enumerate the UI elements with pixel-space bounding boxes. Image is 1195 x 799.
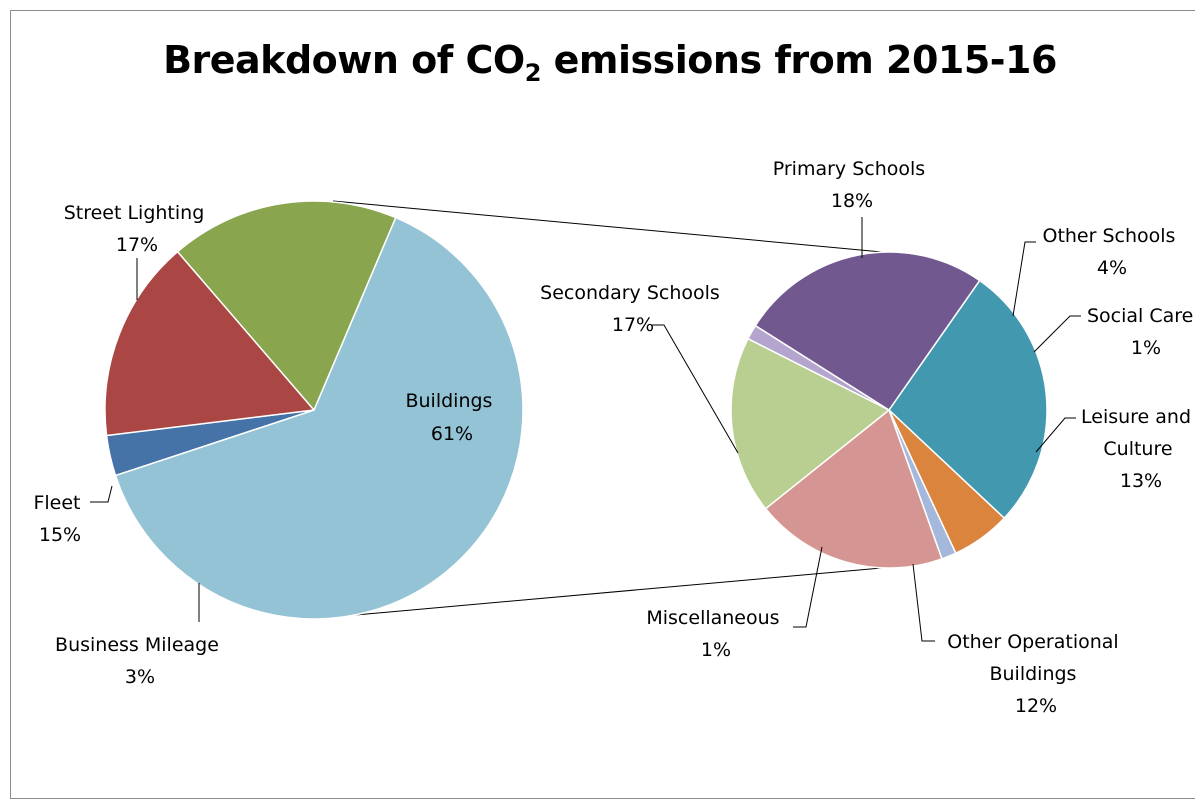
label-business-mileage-name: Business Mileage bbox=[55, 634, 219, 656]
label-other-operational-pct: 12% bbox=[1015, 695, 1057, 717]
label-business-mileage-pct: 3% bbox=[125, 666, 155, 688]
label-secondary-schools-pct: 17% bbox=[612, 314, 654, 336]
slice-other-operational-buildings bbox=[730, 337, 890, 510]
main-pie bbox=[104, 200, 524, 620]
slice-street-lighting bbox=[176, 200, 397, 411]
slice-leisure-and-culture bbox=[764, 409, 943, 569]
connector-line-top bbox=[332, 200, 905, 255]
label-street-lighting: Street Lighting 17% bbox=[64, 202, 211, 256]
label-primary-schools-pct: 18% bbox=[831, 190, 873, 212]
label-miscellaneous: Miscellaneous 1% bbox=[646, 607, 785, 661]
label-social-care-pct: 1% bbox=[1131, 337, 1161, 359]
label-leisure-culture-rest: Culture 13% bbox=[1103, 438, 1178, 492]
label-other-operational: Other Operational Buildings 12% bbox=[947, 631, 1125, 717]
label-leisure-culture: Leisure and bbox=[1081, 406, 1191, 428]
label-leisure-culture-line1: Leisure and bbox=[1081, 406, 1191, 428]
label-social-care-name: Social Care bbox=[1087, 305, 1193, 327]
detail-pie bbox=[730, 251, 1048, 569]
label-business-mileage: Business Mileage 3% bbox=[55, 634, 225, 688]
label-other-operational-line2: Buildings bbox=[989, 663, 1076, 685]
slice-fleet bbox=[104, 250, 315, 437]
label-other-schools: Other Schools 4% bbox=[1042, 225, 1181, 279]
slice-primary-schools bbox=[888, 279, 1048, 519]
chart-title-subscript: 2 bbox=[524, 59, 542, 87]
label-primary-schools: Primary Schools 18% bbox=[773, 158, 931, 212]
label-buildings: Buildings 61% bbox=[405, 390, 498, 445]
label-leisure-culture-line2: Culture bbox=[1103, 438, 1172, 460]
label-street-lighting-name: Street Lighting bbox=[64, 202, 205, 224]
label-miscellaneous-pct: 1% bbox=[701, 639, 731, 661]
label-social-care: Social Care bbox=[1087, 305, 1193, 327]
chart-title-pre: Breakdown of CO bbox=[163, 38, 525, 82]
label-buildings-name: Buildings bbox=[405, 390, 492, 412]
label-fleet-pct: 15% bbox=[39, 524, 81, 546]
chart-title-post: emissions from 2015-16 bbox=[540, 38, 1058, 82]
label-street-lighting-pct: 17% bbox=[116, 234, 158, 256]
leader-line-miscellaneous bbox=[793, 546, 823, 628]
chart-title: Breakdown of CO2 emissions from 2015-16 bbox=[0, 38, 1195, 85]
label-buildings-pct: 61% bbox=[431, 423, 473, 445]
label-other-operational-line1: Other Operational bbox=[947, 631, 1118, 653]
leader-line-fleet bbox=[90, 485, 113, 503]
label-fleet-name: Fleet bbox=[33, 492, 80, 514]
label-secondary-schools: Secondary Schools 17% bbox=[540, 282, 726, 336]
label-miscellaneous-name: Miscellaneous bbox=[646, 607, 779, 629]
leader-line-secondary-schools bbox=[652, 324, 739, 454]
leader-lines bbox=[90, 217, 1081, 642]
connector-line-bottom bbox=[332, 565, 905, 618]
leader-line-leisure-culture bbox=[1035, 417, 1076, 453]
label-secondary-schools-name: Secondary Schools bbox=[540, 282, 720, 304]
leader-line-other-operational bbox=[912, 563, 935, 642]
slice-buildings bbox=[114, 216, 524, 620]
label-primary-schools-name: Primary Schools bbox=[773, 158, 925, 180]
leader-line-social-care bbox=[1033, 315, 1081, 353]
slice-secondary-schools bbox=[754, 251, 981, 411]
label-fleet: Fleet 15% bbox=[33, 492, 86, 546]
label-other-schools-pct: 4% bbox=[1097, 257, 1127, 279]
leader-line-other-schools bbox=[1012, 241, 1036, 317]
label-other-schools-name: Other Schools bbox=[1042, 225, 1175, 247]
label-leisure-culture-pct: 13% bbox=[1120, 470, 1162, 492]
